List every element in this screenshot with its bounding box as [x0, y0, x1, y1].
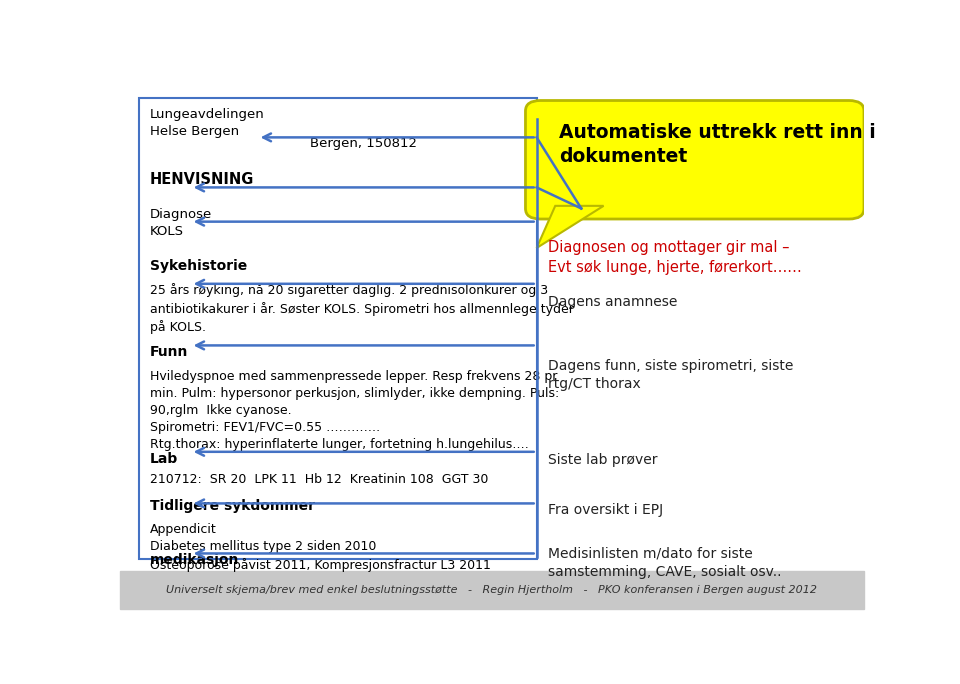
Text: 25 års røyking, nå 20 sigaretter daglig. 2 prednisolonkurer og 3
antibiotikakure: 25 års røyking, nå 20 sigaretter daglig.…: [150, 283, 574, 334]
Text: Diagnosen og mottager gir mal –
Evt søk lunge, hjerte, førerkort……: Diagnosen og mottager gir mal – Evt søk …: [548, 240, 802, 275]
Text: Diagnose
KOLS: Diagnose KOLS: [150, 209, 212, 239]
Text: Funn: Funn: [150, 345, 188, 359]
Text: Automatiske uttrekk rett inn i
dokumentet: Automatiske uttrekk rett inn i dokumente…: [559, 122, 876, 166]
FancyBboxPatch shape: [525, 101, 864, 219]
Text: Medisinlisten m/dato for siste
samstemming, CAVE, sosialt osv..: Medisinlisten m/dato for siste samstemmi…: [548, 547, 781, 579]
Text: Lungeavdelingen
Helse Bergen: Lungeavdelingen Helse Bergen: [150, 109, 265, 138]
Text: Tidligere sykdommer: Tidligere sykdommer: [150, 499, 315, 513]
Text: medikasjon: medikasjon: [150, 553, 239, 568]
Text: Dagens funn, siste spirometri, siste
rtg/CT thorax: Dagens funn, siste spirometri, siste rtg…: [548, 358, 793, 391]
Text: Bergen, 150812: Bergen, 150812: [310, 137, 417, 150]
Text: Fra oversikt i EPJ: Fra oversikt i EPJ: [548, 503, 663, 517]
Text: Siste lab prøver: Siste lab prøver: [548, 453, 658, 467]
Text: Sykehistorie: Sykehistorie: [150, 259, 247, 272]
Polygon shape: [537, 206, 604, 248]
Text: Dagens anamnese: Dagens anamnese: [548, 295, 677, 309]
Text: HENVISNING: HENVISNING: [150, 172, 254, 187]
Text: Hviledyspnoe med sammenpressede lepper. Resp frekvens 28 pr
min. Pulm: hypersono: Hviledyspnoe med sammenpressede lepper. …: [150, 370, 559, 451]
Text: 210712:  SR 20  LPK 11  Hb 12  Kreatinin 108  GGT 30: 210712: SR 20 LPK 11 Hb 12 Kreatinin 108…: [150, 473, 488, 486]
Bar: [138, 98, 537, 559]
Text: Universelt skjema/brev med enkel beslutningsstøtte   -   Regin Hjertholm   -   P: Universelt skjema/brev med enkel beslutn…: [166, 585, 818, 595]
Text: Appendicit
Diabetes mellitus type 2 siden 2010
Osteoporose påvist 2011, Kompresj: Appendicit Diabetes mellitus type 2 side…: [150, 523, 491, 572]
Text: Lab: Lab: [150, 452, 178, 466]
Bar: [120, 571, 864, 609]
